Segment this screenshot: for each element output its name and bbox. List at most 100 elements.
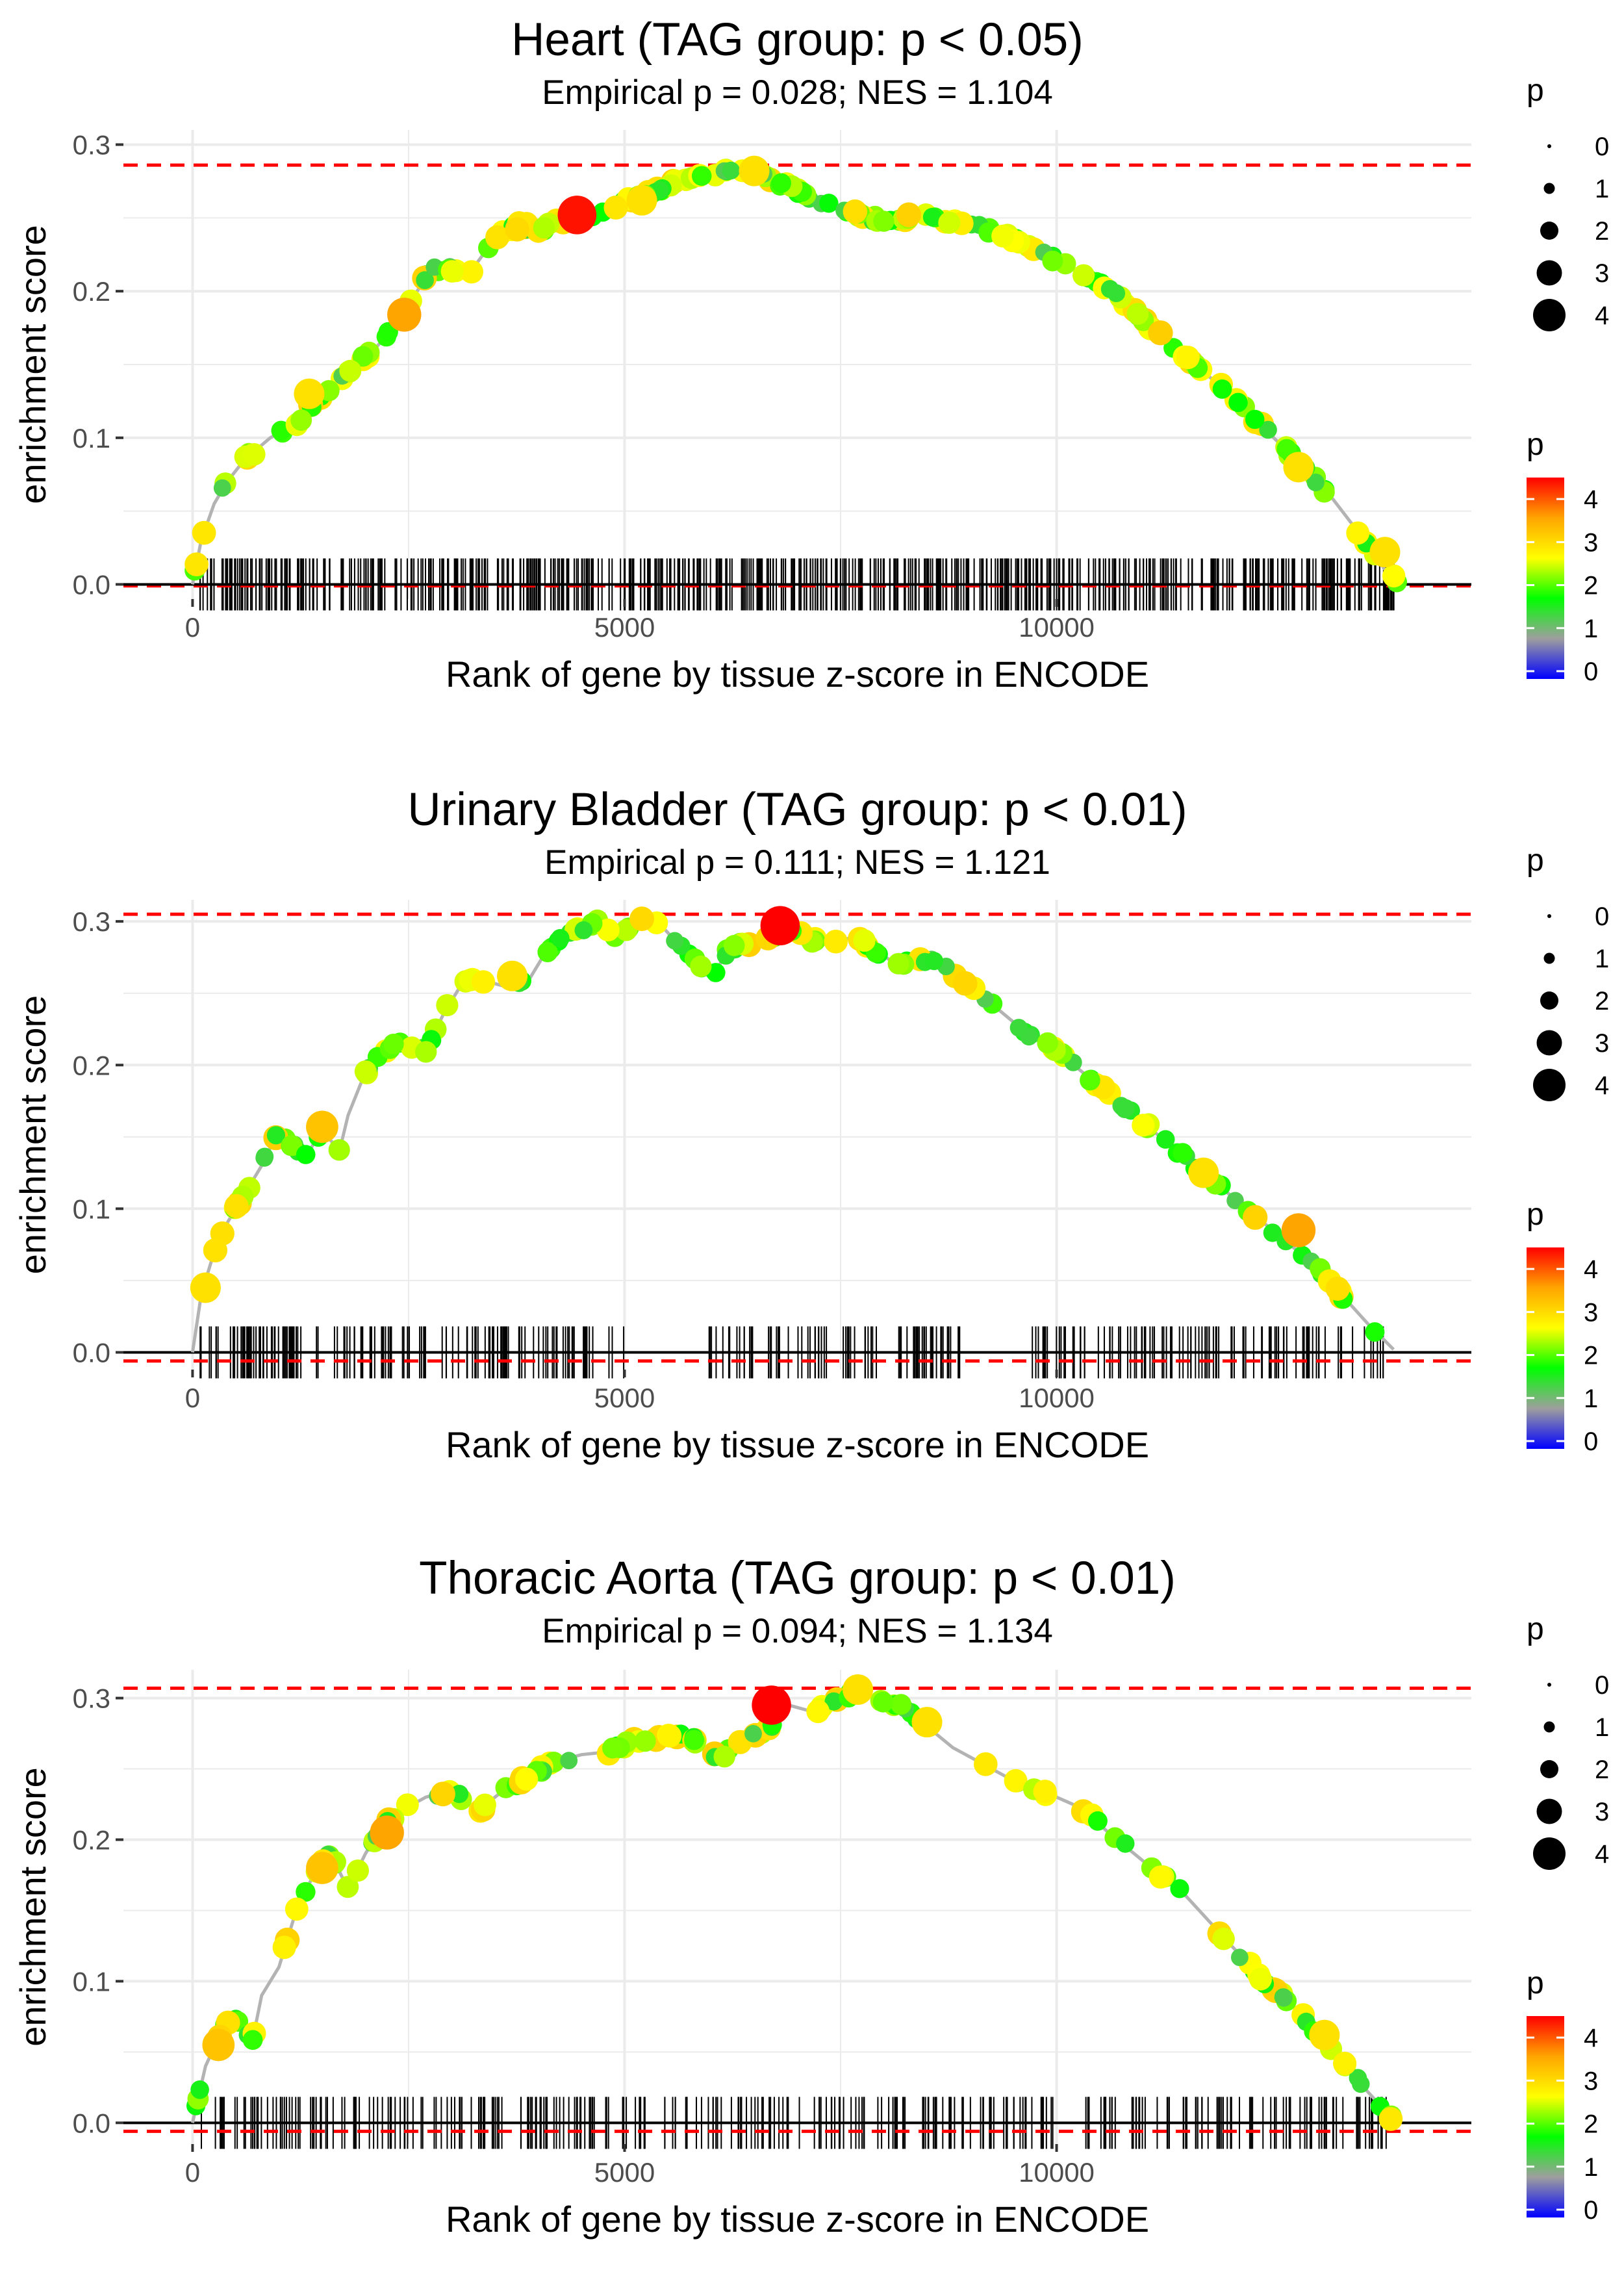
curve-point [1382,564,1406,588]
color-legend-label: 1 [1584,2153,1598,2182]
color-legend-label: 0 [1584,1427,1598,1456]
curve-point [352,346,374,367]
curve-point [339,359,362,382]
size-legend-label: 2 [1595,217,1609,246]
x-tick-label: 5000 [594,2157,655,2188]
highlight-point [370,1815,404,1850]
highlight-point [1281,1213,1316,1247]
curve-point [471,970,496,994]
curve-point [666,932,684,950]
size-legend-dot [1547,144,1551,148]
curve-point [1259,420,1277,439]
curve-point [430,1782,455,1807]
curve-point [1170,1879,1189,1898]
size-legend-dot [1533,1069,1566,1101]
curve-point [1173,1143,1193,1163]
curve-point [336,1876,359,1898]
highlight-point [190,1272,221,1303]
chart-panel-1: Heart (TAG group: p < 0.05) Empirical p =… [12,14,1609,695]
x-tick-label: 5000 [594,1383,655,1413]
y-tick-label: 0.0 [73,2108,110,2138]
grid [123,1670,1471,2144]
size-legend-dot [1536,1030,1562,1056]
curve-point [396,1793,419,1817]
size-legend-dot [1533,299,1566,331]
curve-point [1325,1276,1350,1301]
curve-point [1116,1834,1135,1853]
color-legend-label: 1 [1584,1385,1598,1413]
curve-point [1156,1130,1175,1149]
curve-point [1009,1019,1028,1037]
color-legend-label: 0 [1584,658,1598,686]
size-legend-dot [1540,991,1558,1010]
highlight-point [387,298,422,332]
curve-point [1115,1100,1134,1119]
curve-point [1107,284,1126,303]
curve-point [806,1700,830,1724]
curve-point [272,1935,296,1960]
x-tick-label: 10000 [1019,1383,1095,1413]
curve-point [922,207,942,227]
enrichment-curve [190,912,1395,1353]
highlight-point [626,185,657,216]
curve-point [1226,1192,1244,1210]
curve-point [1245,409,1265,429]
x-axis-title: Rank of gene by tissue z-score in ENCODE [446,2199,1149,2240]
size-legend-dot [1540,222,1558,240]
curve-point [690,955,712,977]
curve-point [192,520,216,545]
size-legend-label: 1 [1595,1713,1609,1742]
y-tick-label: 0.1 [73,1966,110,1997]
curve-point [460,260,483,284]
highlight-point [1188,1157,1219,1188]
color-legend-title: p [1527,428,1544,462]
curve-point [415,1041,437,1063]
y-tick-label: 0.3 [73,130,110,160]
curve-point [629,906,654,932]
color-legend-label: 0 [1584,2196,1598,2225]
curve-point [1033,1780,1057,1804]
curve-point [974,1752,998,1776]
curve-point [560,1752,578,1770]
curve-point [819,194,839,213]
curve-point [242,2030,263,2050]
curve-point [1132,1114,1155,1137]
color-legend-label: 2 [1584,572,1598,600]
y-axis-title: enrichment score [12,225,53,504]
chart-subtitle: Empirical p = 0.111; NES = 1.121 [544,843,1050,882]
highlight-point [202,2028,235,2062]
curve-point [1148,1865,1173,1889]
curve-point [634,1730,656,1752]
chart-panel-2: Urinary Bladder (TAG group: p < 0.01) Emp… [12,784,1609,1465]
chart-subtitle: Empirical p = 0.094; NES = 1.134 [542,1612,1053,1650]
size-legend-title: p [1527,1612,1544,1646]
highlight-point [739,155,770,186]
highlight-point [294,378,325,409]
y-tick-label: 0.3 [73,1683,110,1714]
chart-title: Thoracic Aorta (TAG group: p < 0.01) [419,1553,1176,1604]
legend: p 0 1 2 3 4 p 4 3 2 1 0 [1527,1612,1609,2225]
curve-point [514,1767,539,1791]
size-legend-dot [1533,1837,1566,1870]
curve-point [296,1145,316,1164]
x-tick-label: 0 [185,1383,200,1413]
y-tick-label: 0.0 [73,1337,110,1368]
curve-point [436,994,459,1017]
color-legend-label: 3 [1584,2067,1598,2095]
size-legend-label: 2 [1595,987,1609,1016]
y-tick-label: 0.2 [73,1824,110,1855]
curve-point [603,196,628,220]
curve-point [1365,1322,1385,1342]
highlight-point [760,906,800,946]
curve-point [1228,392,1248,413]
curve-point [1004,1769,1028,1793]
highlight-point [306,1852,338,1884]
curve-point [416,271,434,290]
size-legend-label: 3 [1595,259,1609,288]
curve-point [1148,320,1173,346]
curve-point [1126,303,1149,325]
curve-point [533,216,555,239]
curve-point [1275,1989,1293,2007]
curve-point [843,199,868,224]
curve-point [891,1694,912,1715]
